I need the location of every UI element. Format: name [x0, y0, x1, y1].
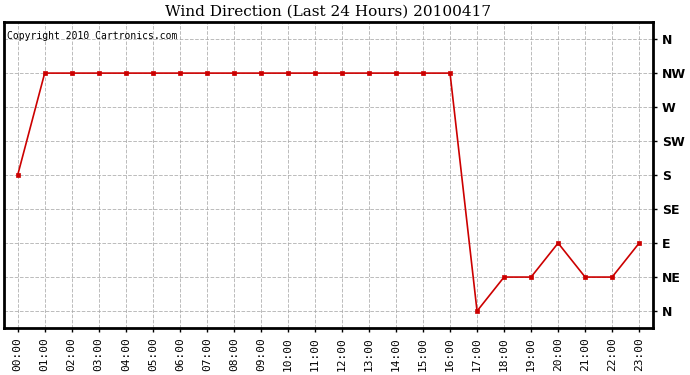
- Text: Copyright 2010 Cartronics.com: Copyright 2010 Cartronics.com: [8, 31, 178, 41]
- Title: Wind Direction (Last 24 Hours) 20100417: Wind Direction (Last 24 Hours) 20100417: [166, 4, 491, 18]
